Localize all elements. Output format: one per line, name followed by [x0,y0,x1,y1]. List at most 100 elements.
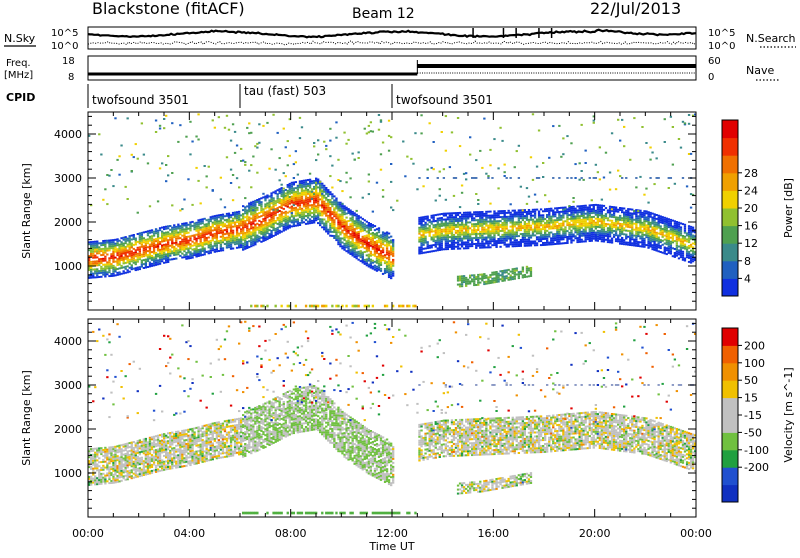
power-cell-380 [137,158,139,160]
power-cell-3915 [546,222,548,224]
power-cell-321 [129,239,131,241]
power-cell-3324 [483,273,485,275]
power-cell-594 [165,240,167,242]
power-cell-2926 [443,177,445,179]
power-cell-2450 [366,221,368,223]
power-cell-4151 [576,229,578,231]
power-cell-2483 [370,259,372,261]
power-cell-472 [151,263,153,265]
power-cell-2831 [433,238,435,240]
power-cell-4627 [635,241,637,243]
power-cell-1035 [222,226,224,228]
power-cell-2747 [420,236,422,238]
power-cell-1245 [246,215,248,217]
power-cell-1201 [242,223,244,225]
power-cell-3992 [556,225,558,227]
power-cell-2837 [433,220,435,222]
power-cell-4454 [611,208,613,210]
power-cell-783 [189,227,191,229]
power-cell-4553 [625,230,627,232]
power-cell-4807 [656,238,658,240]
power-cell-4270 [589,177,591,179]
power-cell-4305 [593,122,595,124]
power-cell-2190 [341,242,343,244]
power-cell-1904 [313,204,315,206]
power-cell-3822 [534,217,536,219]
power-cell-713 [181,245,183,247]
power-cell-1154 [236,145,238,147]
power-cell-2315 [354,254,356,256]
power-cell-4014 [558,211,560,213]
power-cell-3888 [542,210,544,212]
power-cell-3932 [548,216,550,218]
power-cell-3635 [514,274,516,276]
power-cell-296 [127,261,129,263]
power-cell-197 [112,243,114,245]
power-cell-3244 [477,237,479,239]
power-cell-1879 [311,216,313,218]
power-cell-3762 [528,237,530,239]
power-cell-240 [118,250,120,252]
power-cell-2634 [386,253,388,255]
power-cell-3478 [499,240,501,242]
power-cell-3985 [556,239,558,241]
power-cell-4647 [637,243,639,245]
power-cell-2291 [352,251,354,253]
power-cell-2664 [388,237,390,239]
power-cell-4207 [583,223,585,225]
power-cell-2983 [451,244,453,246]
power-cell-3532 [504,278,506,280]
power-cell-4914 [670,253,672,255]
power-cell-357 [135,261,137,263]
power-cell-87 [98,250,100,252]
power-cell-3940 [550,241,552,243]
power-cell-1018 [220,224,222,226]
power-cell-2331 [354,212,356,214]
power-cell-698 [179,245,181,247]
power-cell-1368 [258,220,260,222]
power-cell-3590 [510,279,512,281]
power-cell-3064 [459,226,461,228]
power-cell-4420 [607,209,609,211]
power-cell-2041 [325,189,327,191]
power-cell-757 [185,222,187,224]
power-cell-2515 [372,305,374,308]
power-cell-891 [204,234,206,236]
power-cell-2701 [392,247,394,249]
power-cell-2962 [447,218,449,220]
power-cell-4820 [658,246,660,248]
power-cell-2079 [329,199,331,201]
power-cell-3068 [459,216,461,218]
power-cell-4752 [649,236,651,238]
power-cell-317 [129,247,131,249]
power-cell-3581 [510,232,512,234]
power-cell-219 [116,260,118,262]
power-cell-117 [102,244,104,246]
power-cell-929 [210,252,212,254]
power-cell-4276 [591,230,593,232]
power-cell-2673 [390,269,392,271]
power-cell-3834 [536,228,538,230]
power-cell-2391 [360,228,362,230]
power-cell-3945 [550,226,552,228]
power-cell-4236 [585,162,587,164]
power-cell-4813 [656,224,658,226]
power-cell-2102 [331,305,333,308]
power-cell-3817 [534,229,536,231]
power-cell-1409 [262,210,264,212]
power-cell-766 [187,240,189,242]
power-cell-4404 [605,215,607,217]
power-cell-3916 [546,220,548,222]
power-cell-1313 [252,205,254,207]
power-cell-1136 [234,131,236,133]
power-cell-212 [114,239,116,241]
power-cell-1347 [256,227,258,229]
power-cell-1895 [313,222,315,224]
power-cell-3757 [526,187,528,189]
power-cell-3081 [461,238,463,240]
power-cell-3898 [544,228,546,230]
power-cell-1158 [238,243,240,245]
power-cell-3842 [536,201,538,203]
power-cell-3373 [489,234,491,236]
